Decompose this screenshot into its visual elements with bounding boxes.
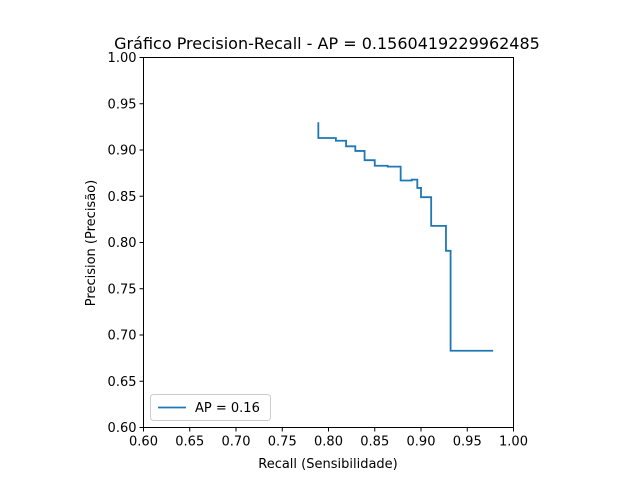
y-tick-label: 1.00 xyxy=(108,51,137,66)
legend-box xyxy=(150,394,271,421)
legend-label: AP = 0.16 xyxy=(195,401,260,416)
x-tick-label: 0.60 xyxy=(129,435,158,450)
y-tick-label: 0.75 xyxy=(108,282,137,297)
y-tick-label: 0.60 xyxy=(108,421,137,436)
y-tick-label: 0.80 xyxy=(108,236,137,251)
legend: AP = 0.16 xyxy=(150,394,271,421)
y-tick-label: 0.65 xyxy=(108,375,137,390)
x-axis-label: Recall (Sensibilidade) xyxy=(258,457,398,472)
y-tick-label: 0.90 xyxy=(108,144,137,159)
x-axis-ticks: 0.60 0.65 0.70 0.75 0.80 0.85 0.90 0.95 1.00 xyxy=(129,427,528,450)
chart-title: Gráfico Precision-Recall - AP = 0.156041… xyxy=(114,34,540,53)
x-tick-label: 0.80 xyxy=(314,435,343,450)
y-tick-label: 0.85 xyxy=(108,190,137,205)
x-tick-label: 0.95 xyxy=(453,435,482,450)
series-line xyxy=(317,122,494,352)
x-tick-label: 1.00 xyxy=(499,435,528,450)
y-axis-ticks: 0.60 0.65 0.70 0.75 0.80 0.85 0.90 0.95 1.00 xyxy=(108,51,144,436)
x-tick-label: 0.75 xyxy=(268,435,297,450)
y-tick-label: 0.95 xyxy=(108,97,137,112)
x-tick-label: 0.65 xyxy=(175,435,204,450)
x-tick-label: 0.70 xyxy=(222,435,251,450)
x-tick-label: 0.85 xyxy=(360,435,389,450)
x-tick-label: 0.90 xyxy=(407,435,436,450)
y-axis-label: Precision (Precisão) xyxy=(84,180,99,306)
y-tick-label: 0.70 xyxy=(108,329,137,344)
plot-frame xyxy=(143,57,514,428)
